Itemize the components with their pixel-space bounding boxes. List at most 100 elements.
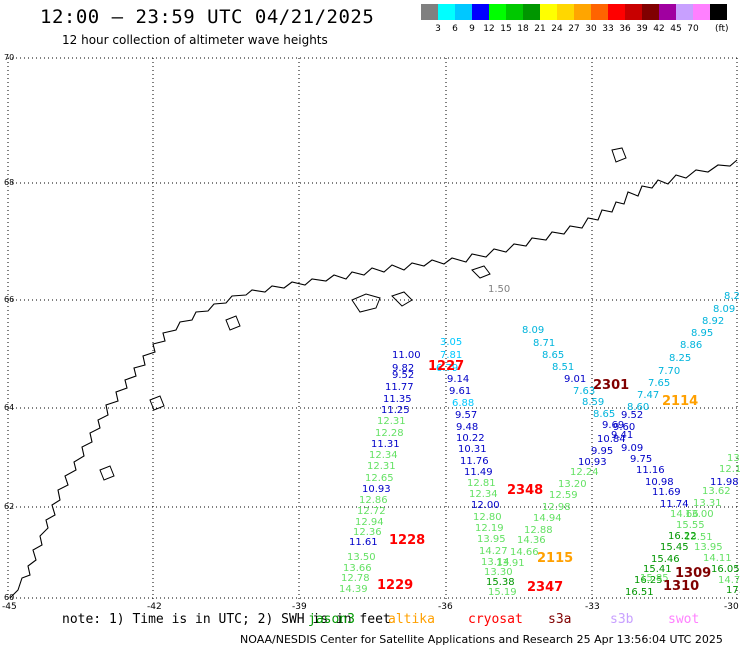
wave-height-value: 7.65 [648,378,671,389]
wave-height-value: 11.49 [464,467,493,478]
wave-height-value: 13.00 [685,509,714,520]
wave-height-value: 10.98 [645,477,674,488]
legend-swatch [693,4,710,20]
wave-height-value: 12.86 [359,495,388,506]
wave-height-value: 12.94 [355,517,384,528]
legend-swatch [472,4,489,20]
wave-height-value: 16.51 [625,587,654,598]
legend-label: 18 [517,24,529,34]
wave-height-value: 9.52 [621,410,644,421]
wave-height-value: 16.22 [668,531,697,542]
wave-height-value: 12.19 [475,523,504,534]
wave-height-value: 9.60 [613,422,636,433]
latitude-label: 66 [4,295,15,304]
wave-height-value: 11.16 [636,465,665,476]
legend-swatch [438,4,455,20]
wave-height-value: 14.39 [339,584,368,595]
wave-height-value: 8.65 [593,409,616,420]
wave-height-value: 8.51 [552,362,575,373]
wave-height-value: 6.88 [452,398,475,409]
wave-height-value: 12.88 [524,525,553,536]
wave-height-value: 8.09 [713,304,736,315]
wave-height-value: 9.09 [621,443,644,454]
wave-height-value: 7.70 [658,366,681,377]
wave-height-value: 14.66 [670,509,699,520]
legend-swatch [506,4,523,20]
legend-swatch [608,4,625,20]
wave-height-value: 15.46 [651,554,680,565]
longitude-label: -33 [585,602,600,612]
pass-time-label: 1309 [675,566,712,581]
wave-height-value: 14.7 [718,575,740,586]
wave-height-value: 7.47 [637,390,660,401]
wave-height-value: 13.95 [694,542,723,553]
wave-height-value: 8.25 [669,353,692,364]
wave-height-value: 8.60 [627,402,650,413]
latitude-label: 64 [4,403,15,412]
wave-height-value: 11.69 [652,487,681,498]
wave-height-value: 8.95 [691,328,714,339]
wave-height-value: 10.22 [456,433,485,444]
footer-note: note: 1) Time is in UTC; 2) SWH is in fe… [62,612,391,627]
wave-height-value: 7.63 [573,386,596,397]
pass-time-label: 1228 [389,533,426,548]
wave-height-value: 13.66 [343,563,372,574]
wave-height-value: 9.82 [392,363,415,374]
wave-height-value: 8.71 [533,338,556,349]
wave-height-value: 12.00 [471,500,500,511]
wave-height-value: 10.31 [458,444,487,455]
wave-height-value: 12.31 [367,461,396,472]
wave-height-value: 12.34 [469,489,498,500]
wave-height-value: 9.61 [449,386,472,397]
wave-height-value: 10.93 [578,457,607,468]
wave-height-value: 15.41 [643,564,672,575]
wave-height-value: 12.72 [357,506,386,517]
wave-height-value: 13.62 [702,486,731,497]
wave-height-value: 9.52 [392,370,415,381]
wave-height-value: 14.36 [517,535,546,546]
legend-label: 70 [687,24,699,34]
legend-swatch [557,4,574,20]
wave-height-value: 8.2 [724,291,740,302]
legend-label: 36 [619,24,631,34]
wave-height-value: 13.30 [484,567,513,578]
legend-label: 27 [568,24,580,34]
wave-height-value: 16.05 [711,564,740,575]
legend-label: 42 [653,24,665,34]
wave-height-value: 13.51 [684,532,713,543]
wave-height-value: 12.36 [353,527,382,538]
map-subtitle: 12 hour collection of altimeter wave hei… [62,33,328,47]
longitude-label: -36 [438,602,453,612]
legend-swatch [642,4,659,20]
legend-label: 45 [670,24,682,34]
wave-height-value: 12.28 [375,428,404,439]
longitude-label: -39 [292,602,307,612]
wave-height-value: 9.01 [564,374,587,385]
legend-swatch [676,4,693,20]
wave-height-value: 13.20 [558,479,587,490]
wave-height-value: 13.14 [481,557,510,568]
legend-label: 21 [534,24,546,34]
wave-height-value: 15.55 [676,520,705,531]
satellite-key-cryosat: cryosat [468,612,523,627]
wave-height-value: 11.35 [383,394,412,405]
pass-time-label: 1310 [663,579,700,594]
wave-height-value: 9.57 [455,410,478,421]
wave-height-value: 15.38 [486,577,515,588]
coastline-islands [99,147,627,481]
wave-height-value: 11.31 [371,439,400,450]
wave-height-value: 8.65 [542,350,565,361]
legend-swatch [523,4,540,20]
wave-height-value: 9.95 [591,446,614,457]
wave-height-value: 15.19 [488,587,517,598]
wave-height-value: 8.09 [522,325,545,336]
legend-label: 12 [483,24,495,34]
wave-height-value: 9.14 [447,374,470,385]
wave-height-value: 12.65 [365,473,394,484]
satellite-key-altika: altika [388,612,435,627]
wave-height-value: 11.61 [349,537,378,548]
pass-time-label: 2347 [527,580,564,595]
wave-height-value: 16.25 [634,575,663,586]
wave-height-value: 11.74 [660,499,689,510]
